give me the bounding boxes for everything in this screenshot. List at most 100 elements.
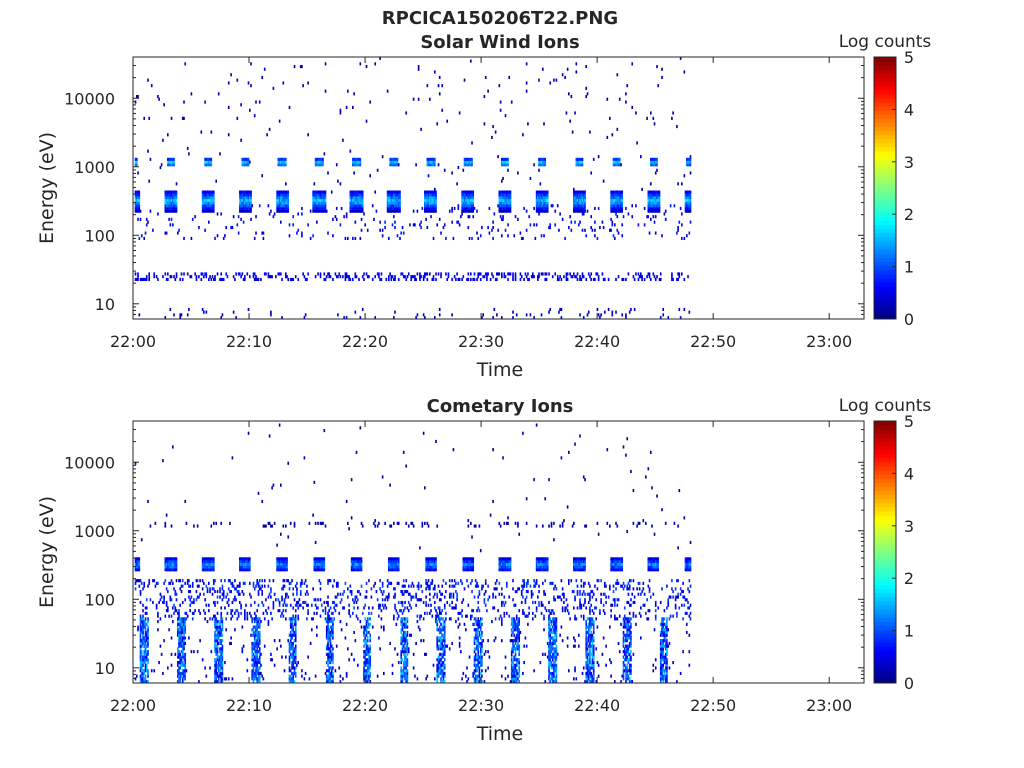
x-axis-label: Time: [476, 359, 524, 381]
heatmap-cell: [539, 160, 542, 164]
heatmap-cell: [178, 669, 180, 673]
heatmap-cell: [576, 157, 579, 161]
heatmap-cell: [291, 579, 293, 583]
heatmap-cell: [258, 617, 261, 621]
heatmap-cell: [363, 628, 365, 632]
heatmap-cell: [581, 190, 584, 194]
heatmap-cell: [404, 633, 406, 637]
heatmap-cell: [366, 639, 369, 643]
colorbar-step: [874, 89, 896, 95]
heatmap-cell: [650, 182, 652, 186]
heatmap-cell: [365, 581, 368, 585]
heatmap-cell: [251, 644, 254, 648]
heatmap-cell: [438, 606, 441, 610]
heatmap-cell: [545, 198, 548, 202]
heatmap-cell: [616, 73, 619, 77]
heatmap-cell: [443, 650, 446, 654]
heatmap-cell: [545, 272, 548, 276]
heatmap-cell: [181, 622, 184, 626]
heatmap-cell: [622, 277, 625, 282]
heatmap-cell: [180, 661, 183, 665]
heatmap-cell: [437, 614, 440, 618]
heatmap-cell: [431, 163, 434, 167]
heatmap-cell: [519, 277, 522, 282]
heatmap-cell: [502, 198, 504, 202]
heatmap-cell: [206, 568, 209, 572]
heatmap-cell: [206, 160, 209, 164]
heatmap-cell: [267, 584, 270, 588]
heatmap-cell: [205, 562, 208, 566]
heatmap-cell: [400, 650, 403, 654]
heatmap-cell: [292, 223, 295, 227]
heatmap-cell: [312, 198, 314, 202]
heatmap-cell: [313, 201, 316, 205]
heatmap-cell: [250, 217, 252, 221]
heatmap-cell: [185, 521, 188, 525]
heatmap-cell: [213, 277, 215, 282]
heatmap-cell: [573, 272, 575, 276]
heatmap-cell: [257, 584, 260, 588]
heatmap-cell: [476, 277, 478, 282]
heatmap-cell: [376, 598, 379, 602]
heatmap-cell: [184, 636, 187, 640]
heatmap-cell: [442, 674, 445, 678]
heatmap-cell: [328, 674, 331, 678]
heatmap-cell: [226, 600, 229, 605]
heatmap-cell: [137, 565, 139, 569]
heatmap-cell: [652, 193, 655, 197]
heatmap-cell: [251, 663, 254, 667]
heatmap-cell: [179, 663, 182, 667]
heatmap-cell: [466, 198, 468, 202]
heatmap-cell: [671, 116, 673, 120]
heatmap-cell: [328, 636, 331, 640]
heatmap-cell: [282, 560, 285, 564]
heatmap-cell: [357, 209, 359, 213]
heatmap-cell: [215, 652, 218, 656]
heatmap-cell: [501, 163, 503, 167]
heatmap-cell: [389, 201, 391, 205]
heatmap-cell: [686, 209, 688, 213]
heatmap-cell: [262, 603, 265, 607]
heatmap-cell: [143, 236, 146, 241]
heatmap-cell: [327, 663, 329, 667]
heatmap-cell: [229, 521, 231, 525]
heatmap-cell: [458, 277, 461, 282]
heatmap-cell: [436, 644, 439, 648]
heatmap-cell: [169, 223, 172, 227]
heatmap-cell: [535, 201, 538, 205]
heatmap-cell: [657, 209, 660, 213]
heatmap-cell: [175, 579, 178, 583]
heatmap-cell: [681, 223, 683, 227]
heatmap-cell: [571, 130, 574, 134]
heatmap-cell: [344, 272, 347, 276]
heatmap-cell: [360, 217, 363, 221]
heatmap-cell: [437, 84, 440, 88]
heatmap-cell: [172, 445, 174, 449]
heatmap-cell: [184, 581, 187, 585]
heatmap-cell: [461, 201, 463, 205]
heatmap-cell: [307, 592, 309, 596]
heatmap-cell: [210, 157, 213, 161]
heatmap-cell: [538, 193, 540, 197]
heatmap-cell: [219, 277, 221, 282]
heatmap-cell: [415, 603, 417, 607]
heatmap-cell: [360, 565, 363, 569]
heatmap-cell: [216, 633, 219, 637]
heatmap-cell: [252, 628, 255, 632]
heatmap-cell: [386, 190, 389, 194]
heatmap-cell: [145, 606, 148, 610]
heatmap-cell: [147, 499, 149, 504]
heatmap-cell: [389, 272, 391, 276]
heatmap-cell: [429, 272, 431, 276]
heatmap-cell: [328, 658, 331, 662]
heatmap-cell: [281, 565, 283, 569]
heatmap-cell: [174, 652, 177, 656]
heatmap-cell: [545, 204, 548, 208]
heatmap-cell: [440, 636, 442, 640]
heatmap-cell: [338, 272, 341, 276]
heatmap-cell: [441, 663, 444, 667]
heatmap-cell: [174, 196, 177, 200]
heatmap-cell: [363, 674, 365, 678]
heatmap-cell: [167, 206, 169, 211]
heatmap-cell: [159, 166, 162, 170]
